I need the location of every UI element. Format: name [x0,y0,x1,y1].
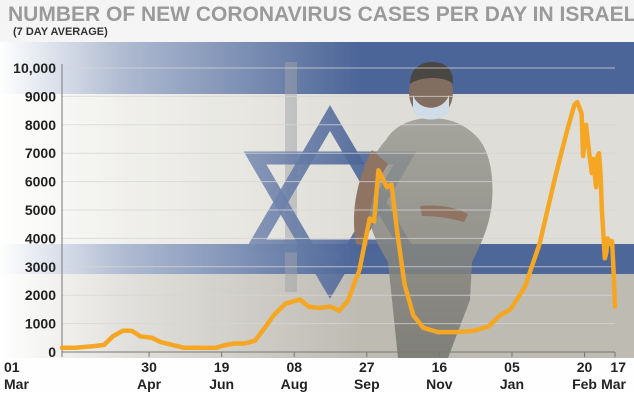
y-tick-label: 8000 [25,117,56,133]
y-tick-label: 1000 [25,316,56,332]
series-line-0 [59,99,618,350]
x-tick-month: Mar [4,376,29,392]
x-tick-day: 01 [4,359,20,375]
x-tick-day: 30 [141,359,157,375]
x-tick-day: 16 [432,359,448,375]
x-tick-month: Mar [601,376,626,392]
y-tick-label: 6000 [25,174,56,190]
x-tick-month: Apr [137,376,162,392]
x-tick-day: 19 [214,359,230,375]
x-tick-month: Aug [281,376,308,392]
y-tick-labels: 0 1000 2000 3000 4000 5000 6000 7000 8000 9000 10,… [13,60,56,360]
left-fade-overlay [0,42,360,358]
background-photo [0,42,634,358]
y-tick-label: 7000 [25,145,56,161]
x-tick-month: Feb [572,376,597,392]
series-lines [59,99,618,350]
y-tick-label: 5000 [25,202,56,218]
chart-title: NUMBER OF NEW CORONAVIRUS CASES PER DAY … [8,3,634,26]
chart-subtitle: (7 DAY AVERAGE) [13,26,108,38]
axes [61,64,616,357]
x-tick-month: Sep [354,376,380,392]
x-tick-day: 05 [504,359,520,375]
x-tick-month: Jan [500,376,524,392]
face-mask-icon [413,95,449,120]
x-tick-month: Nov [426,376,453,392]
x-tick-month: Jun [209,376,234,392]
y-tick-label: 2000 [25,287,56,303]
x-tick-day: 20 [577,359,593,375]
x-tick-day: 17 [610,359,626,375]
y-tick-label: 3000 [25,259,56,275]
x-tick-day: 27 [359,359,375,375]
y-tick-label: 0 [48,344,56,360]
x-tick-day: 08 [286,359,302,375]
background-tint [0,42,634,358]
y-tick-label: 9000 [25,88,56,104]
y-tick-label: 4000 [25,230,56,246]
x-tick-labels: 01Mar30Apr19Jun08Aug27Sep16Nov05Jan20Feb… [4,359,627,392]
y-tick-label: 10,000 [13,60,56,76]
